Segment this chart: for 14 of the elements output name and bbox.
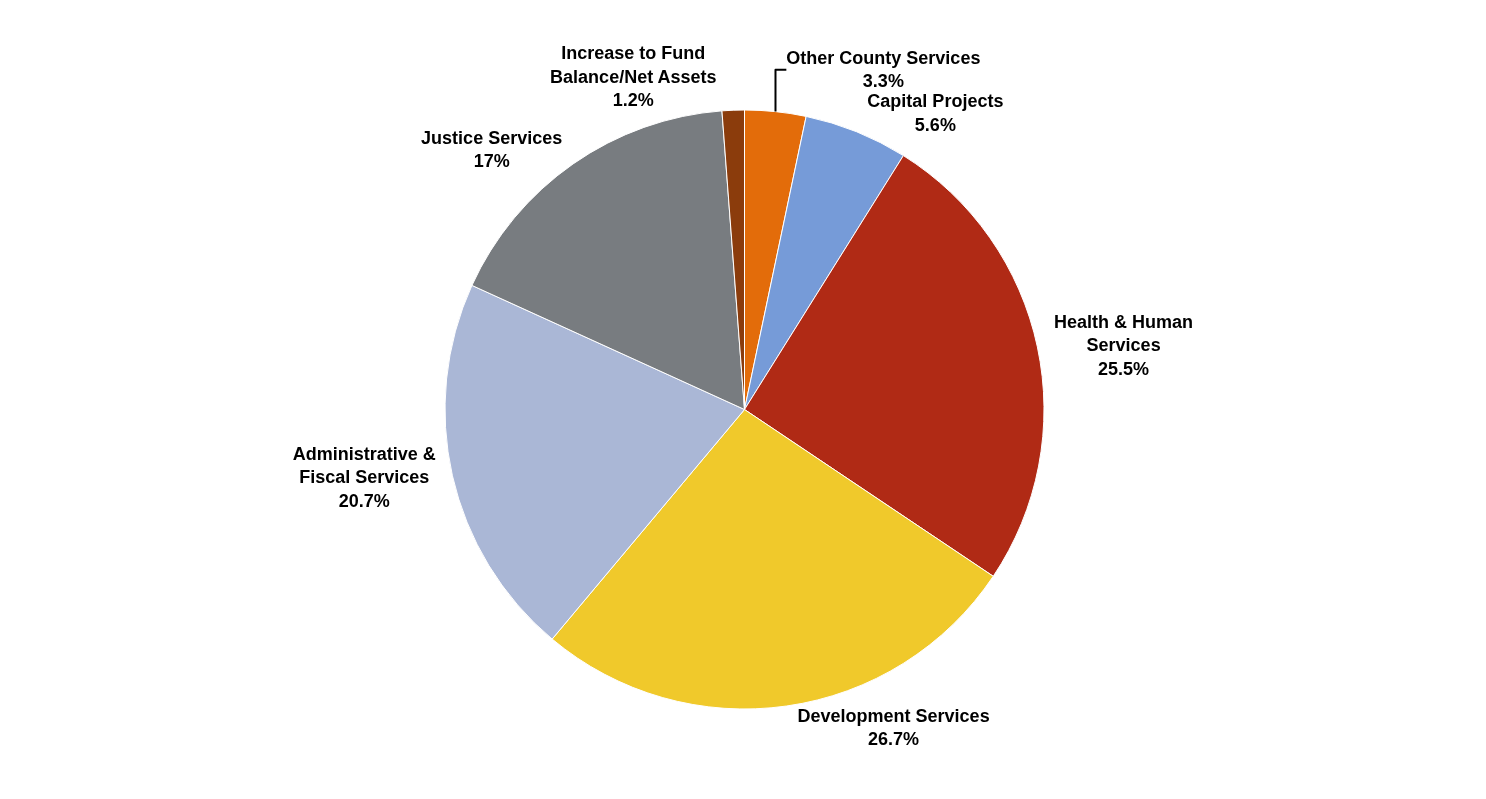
data-label: 3.3% (862, 71, 904, 92)
data-label: 25.5% (1098, 358, 1150, 379)
slice-label: Increase to Fund Balance/Net Assets (550, 43, 717, 87)
slice-label: Administrative & Fiscal Services (292, 443, 436, 488)
data-label: 1.2% (612, 90, 654, 111)
slice-label: Development Services (797, 705, 990, 726)
data-label: 17% (473, 151, 510, 172)
slice-label: Capital Projects (867, 91, 1004, 112)
data-label: 5.6% (914, 114, 956, 135)
slice-label: Health & Human Services (1054, 312, 1194, 356)
data-label: 26.7% (868, 728, 920, 749)
data-label: 20.7% (338, 490, 390, 511)
slice-label: Other County Services (786, 47, 981, 68)
slice-label: Justice Services (421, 127, 563, 148)
